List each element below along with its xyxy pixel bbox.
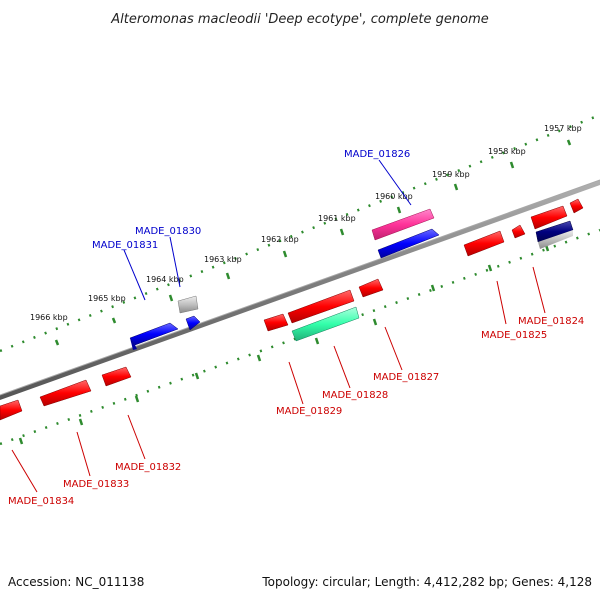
gene-feature [39, 379, 92, 407]
gene-label: MADE_01830 [135, 226, 201, 237]
gene-labels: MADE_01826 MADE_01830 MADE_01831 MADE_01… [8, 149, 584, 507]
scale-label: 1963 kbp [204, 255, 242, 264]
gene-feature [287, 289, 355, 324]
gene-feature [263, 313, 289, 332]
plus-strand-features [129, 208, 440, 350]
gene-label: MADE_01831 [92, 240, 158, 251]
scale-label: 1958 kbp [488, 147, 526, 156]
scale-label: 1964 kbp [146, 275, 184, 284]
scale-label: 1965 kbp [88, 294, 126, 303]
gene-feature [377, 228, 440, 259]
gene-feature [101, 366, 132, 387]
gene-feature [371, 208, 435, 241]
scale-label: 1962 kbp [261, 235, 299, 244]
scale-labels: 1957 kbp 1958 kbp 1959 kbp 1960 kbp 1961… [30, 124, 582, 322]
gene-feature [291, 306, 360, 342]
accession-text: Accession: NC_011138 [8, 575, 144, 589]
gene-feature [185, 315, 201, 331]
gene-label: MADE_01826 [344, 149, 410, 160]
gene-label: MADE_01832 [115, 462, 181, 473]
gene-label: MADE_01824 [518, 316, 584, 327]
scale-label: 1957 kbp [544, 124, 582, 133]
gene-label: MADE_01825 [481, 330, 547, 341]
gene-feature [569, 198, 584, 214]
scale-label: 1959 kbp [432, 170, 470, 179]
gene-feature [511, 224, 526, 239]
scale-label: 1961 kbp [318, 214, 356, 223]
gene-label: MADE_01834 [8, 496, 74, 507]
gene-label: MADE_01829 [276, 406, 342, 417]
genome-backbone [0, 179, 600, 400]
gene-label: MADE_01828 [322, 390, 388, 401]
gene-feature [129, 322, 179, 346]
topology-text: Topology: circular; Length: 4,412,282 bp… [261, 575, 592, 589]
outer-scale-ticks [54, 139, 572, 346]
scale-label: 1960 kbp [375, 192, 413, 201]
gene-feature [0, 399, 23, 421]
map-title: Alteromonas macleodii 'Deep ecotype', co… [110, 12, 488, 27]
label-leaders [11, 159, 546, 493]
gene-feature [177, 295, 199, 314]
gene-label: MADE_01827 [373, 372, 439, 383]
gene-feature [463, 230, 505, 257]
gene-feature [530, 205, 568, 230]
minus-strand-features [0, 198, 584, 421]
gene-feature [358, 278, 384, 298]
gene-label: MADE_01833 [63, 479, 129, 490]
scale-label: 1966 kbp [30, 313, 68, 322]
